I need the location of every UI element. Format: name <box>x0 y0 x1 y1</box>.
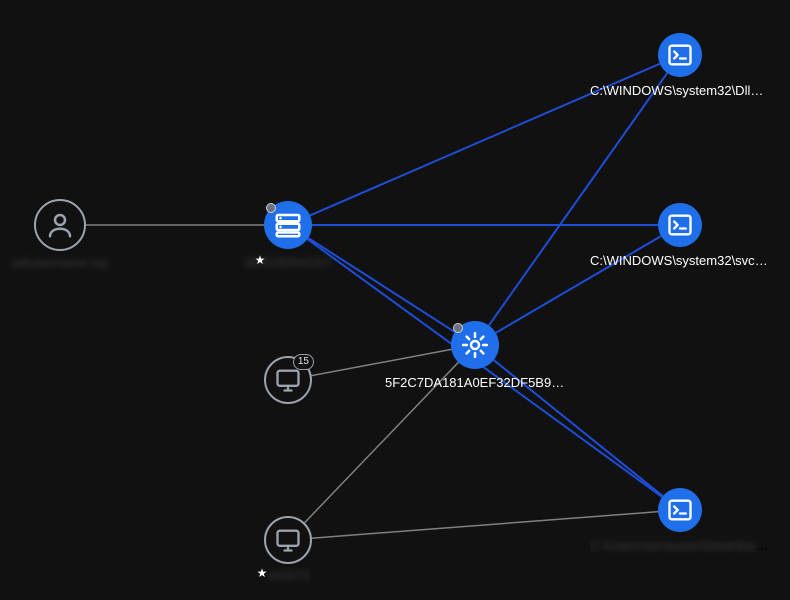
node-circle[interactable]: 15 <box>264 356 312 404</box>
terminal-icon <box>666 41 694 69</box>
node-circle[interactable] <box>658 488 702 532</box>
node-circle[interactable] <box>34 199 86 251</box>
count-badge: 15 <box>293 354 314 370</box>
node-server[interactable] <box>264 201 312 249</box>
monitor-icon <box>274 526 302 554</box>
edge <box>489 73 667 325</box>
node-label: C:\WINDOWS\system32\DllHo... <box>590 83 770 98</box>
graph-canvas: ad\username.tcpSERVERHOST★5F2C7DA181A0EF… <box>0 0 790 600</box>
edge <box>310 512 658 539</box>
node-label: ad\username.tcp <box>12 255 109 270</box>
node-proc2[interactable] <box>658 203 702 247</box>
node-label: 5F2C7DA181A0EF32DF5B9C8A1... <box>385 375 565 390</box>
monitor-icon <box>274 366 302 394</box>
node-gear[interactable] <box>451 321 499 369</box>
server-icon <box>273 210 303 240</box>
terminal-icon <box>666 211 694 239</box>
node-label-redacted: C:\Users\someuser\Downloads <box>590 538 769 553</box>
node-user[interactable] <box>34 199 86 251</box>
node-proc1[interactable] <box>658 33 702 77</box>
user-icon <box>45 210 75 240</box>
node-label: C:\WINDOWS\system32\svcho... <box>590 253 770 268</box>
star-icon: ★ <box>257 566 268 580</box>
node-monitor2[interactable] <box>264 516 312 564</box>
star-icon: ★ <box>255 253 266 267</box>
node-circle[interactable] <box>658 203 702 247</box>
node-circle[interactable] <box>264 516 312 564</box>
status-dot-icon <box>453 323 463 333</box>
terminal-icon <box>666 496 694 524</box>
node-proc3[interactable] <box>658 488 702 532</box>
node-circle[interactable] <box>264 201 312 249</box>
node-label: C:\Users\someuser\Downloads\Dow... <box>590 538 770 553</box>
node-circle[interactable] <box>658 33 702 77</box>
status-dot-icon <box>266 203 276 213</box>
node-label-text: \Dow... <box>769 538 770 553</box>
edge <box>308 238 455 332</box>
node-monitors[interactable]: 15 <box>264 356 312 404</box>
edge <box>310 349 452 376</box>
node-circle[interactable] <box>451 321 499 369</box>
node-label: HOST2 <box>266 568 309 583</box>
edge <box>496 236 661 333</box>
gear-icon <box>460 330 490 360</box>
